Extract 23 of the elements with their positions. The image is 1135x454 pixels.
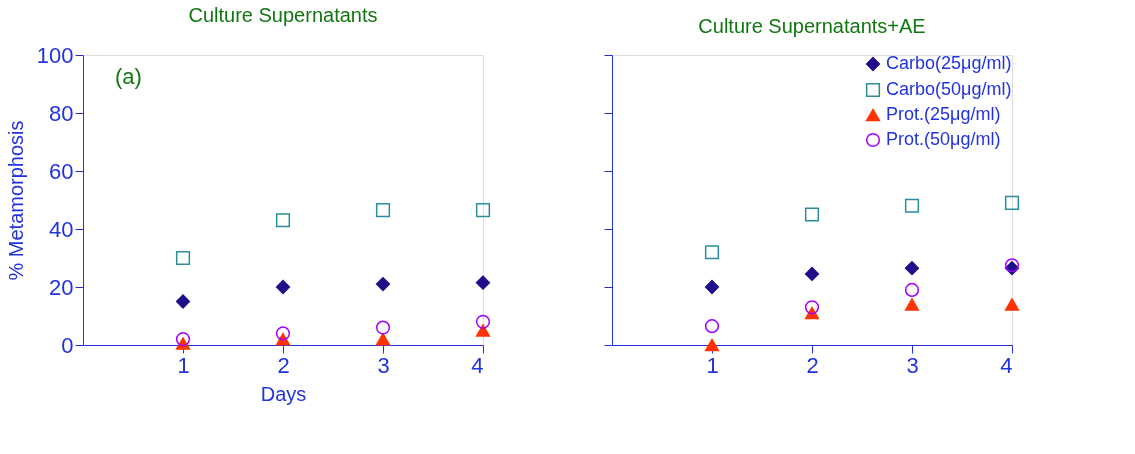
y-tick-label: 80 [49,100,74,126]
annotation: (a) [115,64,142,89]
x-tick-label: 1 [706,352,719,378]
x-tick-label: 2 [806,352,819,378]
y-axis-title: % Metamorphosis [4,120,27,281]
y-tick-label: 60 [49,158,74,184]
legend-label: Prot.(50μg/ml) [886,129,1001,149]
legend-label: Prot.(25μg/ml) [886,104,1001,124]
x-tick-label: 2 [277,352,290,378]
x-tick-label: 4 [1000,352,1013,378]
y-tick-label: 40 [49,216,74,242]
legend-label: Carbo(25μg/ml) [886,53,1012,73]
chart-title: Culture Supernatants [188,4,378,26]
y-tick-label: 100 [36,42,74,68]
x-tick-label: 3 [906,352,919,378]
x-tick-label: 1 [177,352,190,378]
x-tick-label: 3 [377,352,390,378]
y-tick-label: 20 [49,274,74,300]
y-tick-label: 0 [61,332,74,358]
legend-label: Carbo(50μg/ml) [886,79,1012,99]
chart-title: Culture Supernatants+AE [698,14,926,37]
x-axis-title: Days [260,382,307,405]
x-tick-label: 4 [471,352,484,378]
